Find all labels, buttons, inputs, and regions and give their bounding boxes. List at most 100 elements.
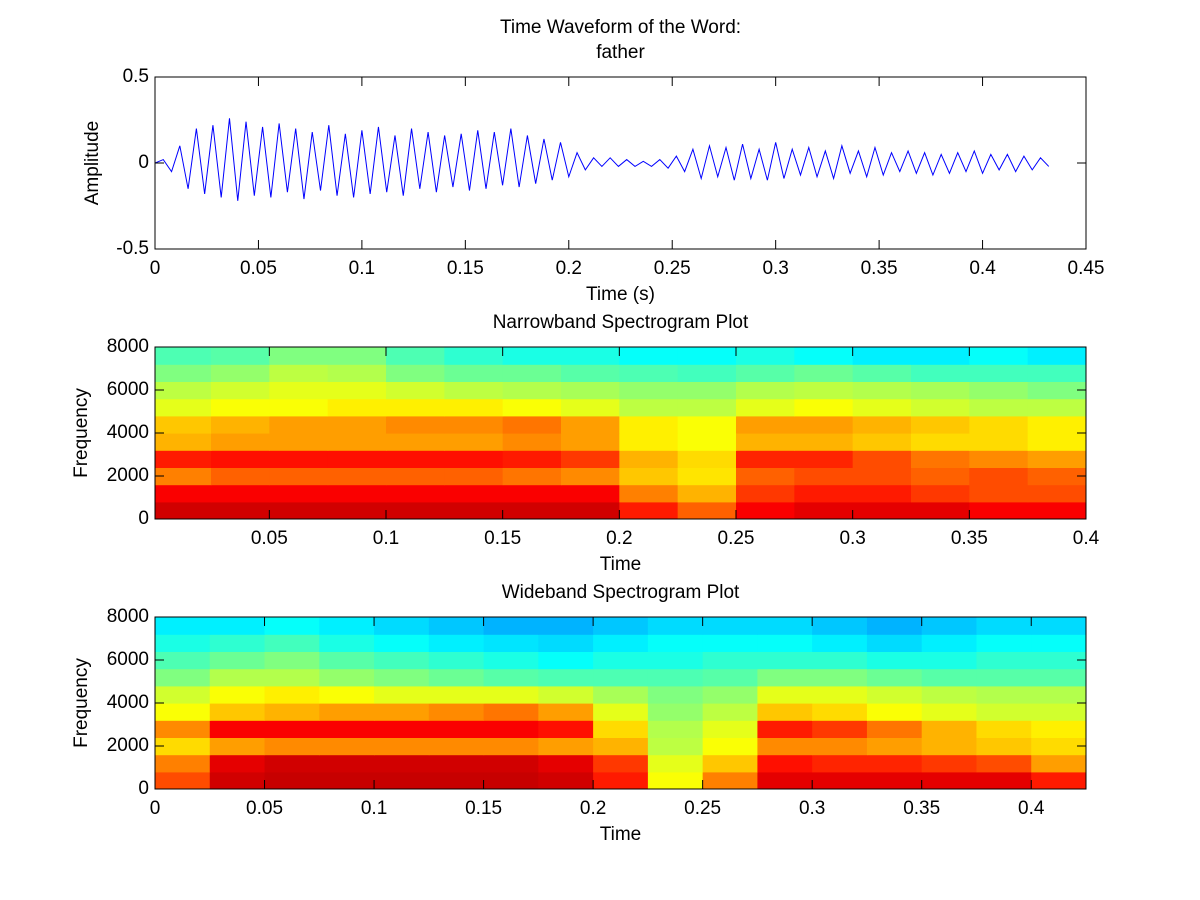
spectrogram-cell <box>264 651 320 670</box>
spectrogram-cell <box>264 720 320 738</box>
spectrogram-cell <box>483 668 539 687</box>
spectrogram-cell <box>155 754 211 773</box>
spectrogram-cell <box>561 501 620 519</box>
y-tick-label: 0 <box>138 152 149 173</box>
spectrogram-cell <box>976 668 1032 687</box>
spectrogram-cell <box>211 467 270 486</box>
spectrogram-cell <box>1031 771 1086 789</box>
plot-area <box>155 347 1086 519</box>
spectrogram-cell <box>155 381 212 400</box>
x-tick-label: 0.1 <box>349 258 375 279</box>
spectrogram-cell <box>155 364 212 382</box>
spectrogram-cell <box>736 433 795 451</box>
spectrogram-cell <box>1031 668 1086 687</box>
spectrogram-cell <box>619 364 679 382</box>
spectrogram-cell <box>502 381 562 400</box>
spectrogram-cell <box>155 617 211 635</box>
spectrogram-cell <box>269 501 329 519</box>
spectrogram-cell <box>502 450 562 468</box>
spectrogram-cell <box>155 771 211 789</box>
spectrogram-cell <box>269 398 329 417</box>
spectrogram-cell <box>969 484 1029 503</box>
spectrogram-cell <box>1031 703 1086 721</box>
spectrogram-cell <box>561 364 620 382</box>
spectrogram-cell <box>538 651 594 670</box>
spectrogram-cell <box>428 754 485 773</box>
spectrogram-cell <box>155 737 211 756</box>
spectrogram-cell <box>852 484 912 503</box>
spectrogram-cell <box>619 347 679 365</box>
spectrogram-cell <box>969 433 1029 451</box>
spectrogram-cell <box>327 433 387 451</box>
spectrogram-cell <box>483 634 539 652</box>
spectrogram-cell <box>794 398 854 417</box>
spectrogram-cell <box>794 501 854 519</box>
spectrogram-cell <box>155 501 212 519</box>
spectrogram-cell <box>852 415 912 434</box>
spectrogram-cell <box>319 668 375 687</box>
spectrogram-cell <box>374 703 430 721</box>
spectrogram-cell <box>444 347 504 365</box>
x-tick-label: 0.2 <box>580 798 606 819</box>
spectrogram-cell <box>1027 381 1086 400</box>
spectrogram-cell <box>374 754 430 773</box>
x-tick-label: 0.2 <box>556 258 582 279</box>
spectrogram-cell <box>677 398 737 417</box>
spectrogram-cell <box>736 381 795 400</box>
spectrogram-cell <box>794 364 854 382</box>
spectrogram-cell <box>211 450 270 468</box>
spectrogram-cell <box>502 415 562 434</box>
spectrogram-cell <box>852 501 912 519</box>
spectrogram-cell <box>647 771 704 789</box>
spectrogram-cell <box>647 703 704 721</box>
spectrogram-cell <box>647 685 704 704</box>
spectrogram-cell <box>561 347 620 365</box>
spectrogram-cell <box>428 634 485 652</box>
spectrogram-cell <box>428 685 485 704</box>
spectrogram-cell <box>619 415 679 434</box>
spectrogram-cell <box>794 484 854 503</box>
spectrogram-cell <box>736 364 795 382</box>
spectrogram-cell <box>677 415 737 434</box>
spectrogram-cell <box>969 501 1029 519</box>
x-tick-label: 0.15 <box>465 798 502 819</box>
spectrogram-cell <box>911 415 970 434</box>
spectrogram-cell <box>502 467 562 486</box>
y-axis-label: Amplitude <box>82 121 103 206</box>
x-tick-label: 0.05 <box>246 798 283 819</box>
spectrogram-cell <box>921 634 978 652</box>
spectrogram-cell <box>1031 634 1086 652</box>
spectrogram-cell <box>264 703 320 721</box>
spectrogram-cell <box>794 433 854 451</box>
spectrogram-cell <box>211 484 270 503</box>
spectrogram-cell <box>757 754 813 773</box>
y-tick-label: 4000 <box>107 692 149 713</box>
spectrogram-cell <box>483 617 539 635</box>
spectrogram-cell <box>327 415 387 434</box>
spectrogram-cell <box>921 685 978 704</box>
spectrogram-cell <box>319 685 375 704</box>
spectrogram-cell <box>502 364 562 382</box>
spectrogram-cell <box>483 685 539 704</box>
spectrogram-cell <box>647 617 704 635</box>
spectrogram-cell <box>619 450 679 468</box>
spectrogram-cell <box>155 651 211 670</box>
spectrogram-cell <box>483 720 539 738</box>
x-tick-label: 0.1 <box>373 528 399 549</box>
plot-area <box>155 617 1086 789</box>
spectrogram-cell <box>155 415 212 434</box>
spectrogram-cell <box>1027 415 1086 434</box>
spectrogram-cell <box>269 450 329 468</box>
spectrogram-cell <box>702 720 759 738</box>
spectrogram-cell <box>866 668 923 687</box>
spectrogram-cell <box>483 771 539 789</box>
y-tick-label: 4000 <box>107 422 149 443</box>
spectrogram-cell <box>327 364 387 382</box>
spectrogram-cell <box>386 501 445 519</box>
spectrogram-cell <box>374 685 430 704</box>
x-axis-label: Time <box>600 824 642 845</box>
spectrogram-cell <box>736 347 795 365</box>
spectrogram-cell <box>976 754 1032 773</box>
spectrogram-cell <box>677 364 737 382</box>
spectrogram-cell <box>483 703 539 721</box>
